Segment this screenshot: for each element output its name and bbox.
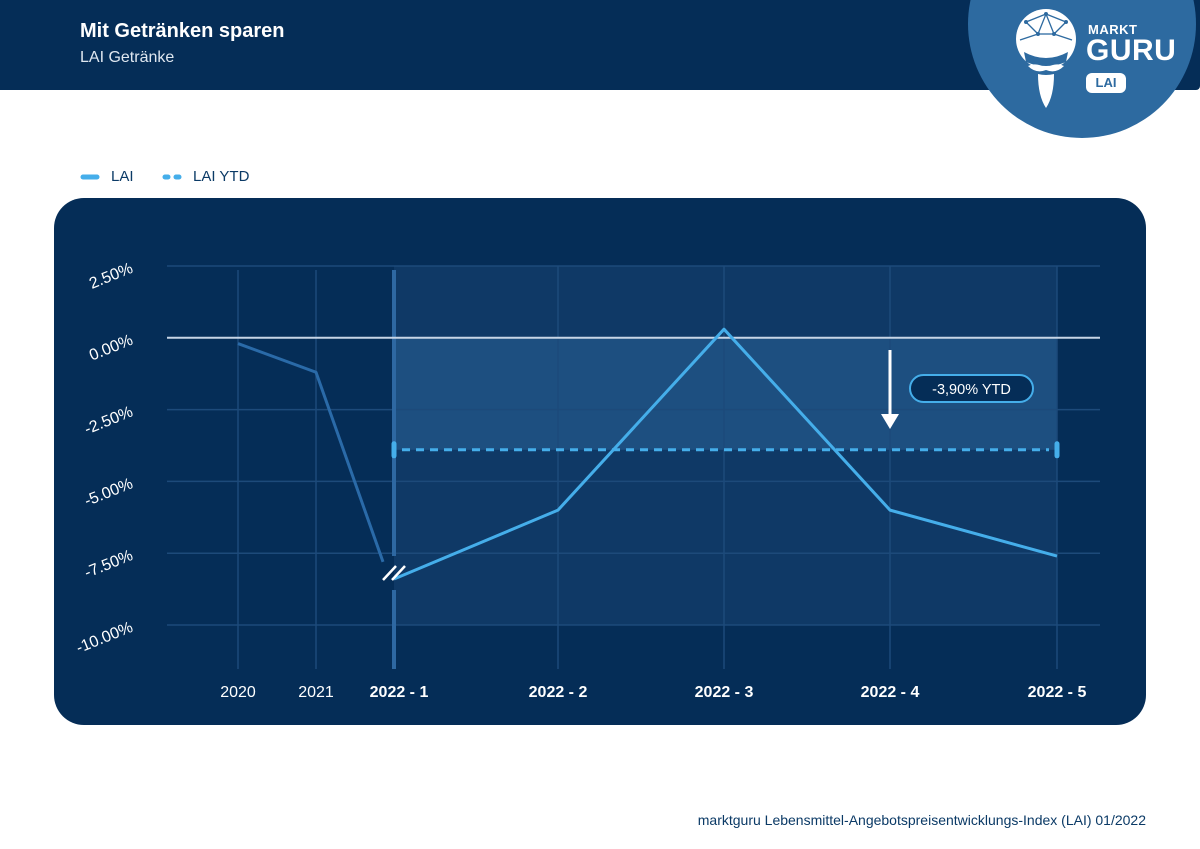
y-tick-label: -2.50%: [82, 404, 135, 439]
axis-break-mark: [391, 565, 406, 581]
y-tick-label: 0.00%: [87, 332, 135, 365]
x-tick-label: 2022 - 1: [370, 684, 429, 701]
logo-badge: LAI: [1086, 73, 1126, 93]
lai-history-line: [237, 342, 385, 563]
legend-swatch-solid: [80, 174, 100, 180]
lai-line: [393, 327, 1058, 581]
page-title: Mit Getränken sparen: [80, 20, 285, 42]
x-tick-label: 2022 - 3: [695, 684, 754, 701]
y-tick-label: -5.00%: [82, 475, 135, 510]
legend-label: LAI YTD: [193, 168, 250, 185]
ytd-arrow-head: [881, 414, 899, 429]
y-tick-label: -10.00%: [74, 619, 136, 657]
guru-mascot-icon: [1016, 9, 1076, 108]
page-subtitle: LAI Getränke: [80, 49, 175, 66]
legend-swatch-dashed: [162, 174, 182, 180]
source-footer: marktguru Lebensmittel-Angebotspreisentw…: [697, 812, 1146, 828]
logo-brand-top: MARKT: [1088, 22, 1138, 37]
x-tick-label: 2022 - 4: [861, 684, 920, 701]
ytd-annotation-pill: [909, 374, 1034, 403]
legend-label: LAI: [111, 168, 134, 185]
x-tick-label: 2020: [220, 684, 256, 701]
axis-break-mark: [382, 565, 397, 581]
y-tick-label: 2.50%: [87, 260, 135, 293]
x-tick-label: 2022 - 5: [1028, 684, 1087, 701]
logo-brand-main: GURU: [1086, 34, 1177, 67]
y-tick-label: -7.50%: [82, 547, 135, 582]
x-tick-label: 2021: [298, 684, 334, 701]
x-tick-label: 2022 - 2: [529, 684, 588, 701]
ytd-annotation-label: -3,90% YTD: [932, 382, 1011, 398]
